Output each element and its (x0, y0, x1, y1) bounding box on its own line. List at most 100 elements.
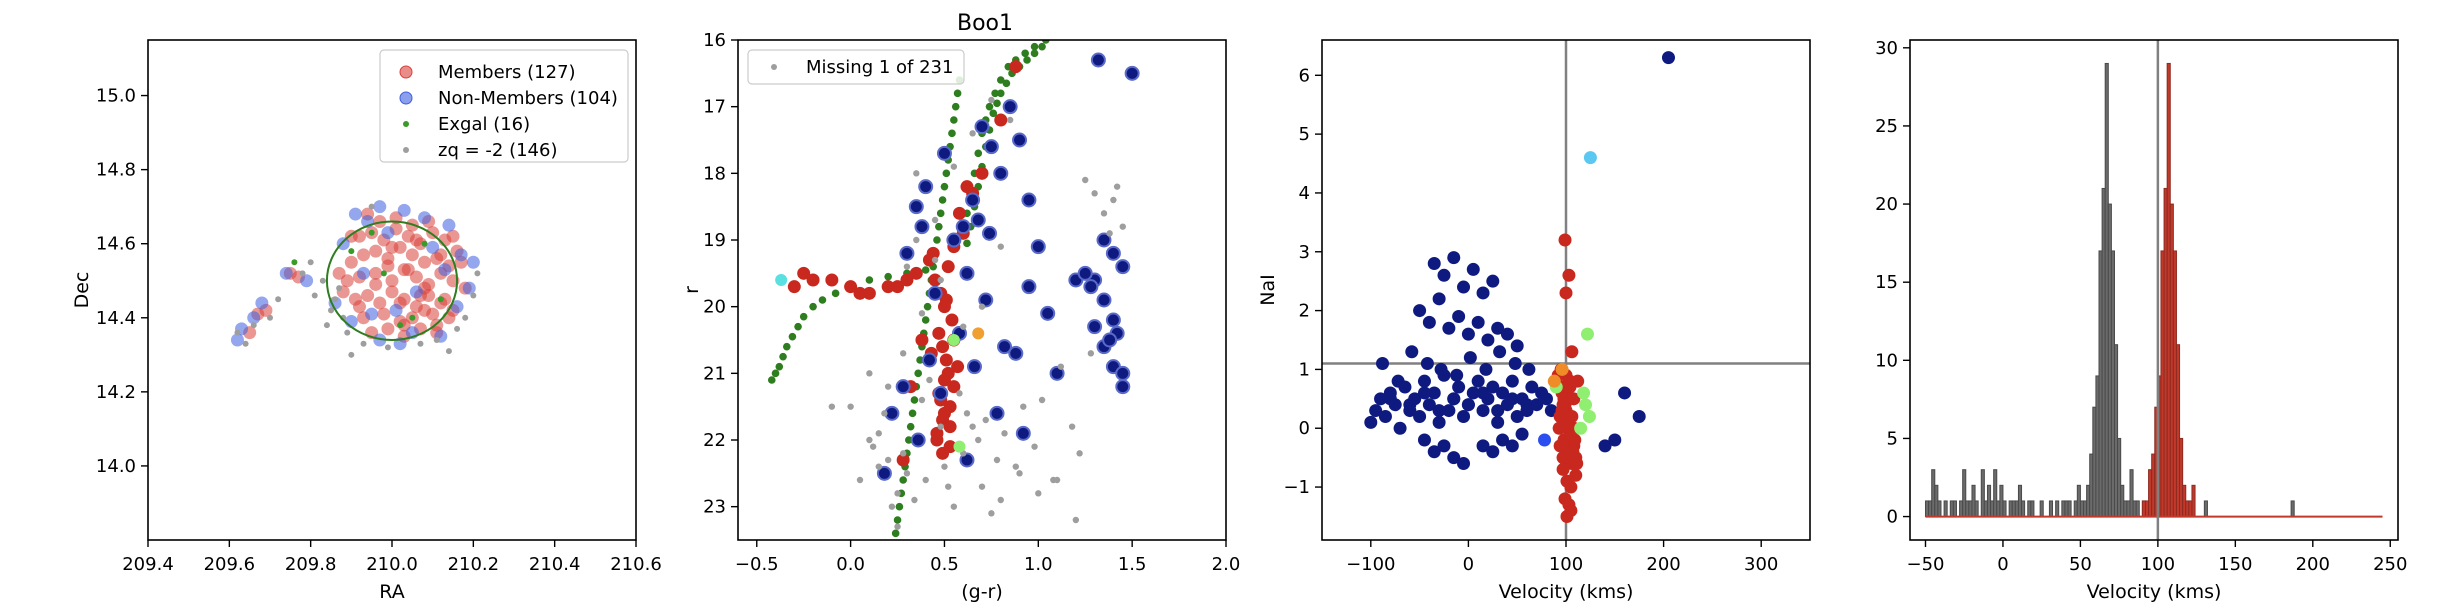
data-point (914, 369, 922, 378)
x-tick-label: 1.0 (1024, 554, 1053, 575)
data-point (847, 403, 854, 410)
data-point (1020, 403, 1027, 410)
data-point (1461, 398, 1475, 412)
data-point (915, 333, 929, 347)
data-point (1508, 357, 1522, 371)
data-point (1538, 433, 1552, 447)
data-point (1556, 462, 1570, 476)
data-point (884, 383, 892, 390)
data-point (950, 163, 958, 170)
data-point (474, 270, 481, 277)
data-point (1102, 332, 1118, 348)
data-point (1452, 309, 1466, 323)
data-point (1417, 386, 1431, 400)
data-point (963, 410, 971, 417)
data-point (1486, 445, 1500, 459)
data-point (937, 373, 951, 387)
data-point (997, 243, 1004, 250)
data-point (1452, 380, 1466, 394)
data-point (960, 323, 967, 330)
x-tick-label: 150 (2218, 554, 2252, 575)
y-tick-label: 30 (1875, 38, 1898, 59)
legend: Missing 1 of 231 (747, 49, 965, 85)
y-tick-label: 5 (1299, 124, 1310, 145)
data-point (1391, 374, 1405, 388)
data-point (1087, 319, 1103, 335)
data-point (931, 256, 939, 264)
data-point (891, 529, 900, 538)
data-point (1463, 351, 1477, 365)
data-point (928, 273, 942, 287)
series-all (1924, 62, 2295, 518)
x-tick-label: 50 (2069, 554, 2092, 575)
data-point (1378, 409, 1392, 423)
data-point (1115, 379, 1131, 395)
data-point (946, 232, 962, 248)
data-point (1481, 333, 1495, 347)
legend-marker (403, 121, 409, 127)
data-point (250, 322, 257, 329)
data-point (1113, 183, 1121, 190)
data-point (1496, 433, 1510, 447)
histogram-bar (2203, 500, 2208, 518)
data-point (1505, 374, 1519, 388)
data-point (913, 170, 920, 177)
x-tick-label: 200 (2296, 554, 2330, 575)
data-point (1562, 268, 1576, 282)
data-point (909, 266, 923, 280)
legend-entry: zq = -2 (146) (438, 140, 557, 161)
data-point (985, 102, 994, 111)
series-orange (972, 327, 985, 340)
data-point (948, 129, 956, 138)
x-axis-label: (g-r) (961, 581, 1003, 603)
histogram-bar (2048, 500, 2054, 518)
data-point (916, 356, 924, 364)
data-point (775, 362, 784, 371)
data-point (783, 342, 791, 351)
data-point (409, 285, 423, 299)
data-point (1457, 409, 1471, 423)
data-point (956, 390, 963, 397)
data-point (1021, 49, 1029, 58)
data-point (1001, 430, 1008, 437)
data-point (893, 516, 902, 524)
data-point (405, 248, 419, 262)
data-point (1450, 368, 1464, 382)
data-point (1505, 439, 1519, 453)
series-members (1551, 233, 1585, 523)
data-point (974, 149, 983, 158)
data-point (940, 182, 949, 191)
data-point (891, 280, 905, 294)
data-point (856, 476, 864, 484)
data-point (994, 113, 1008, 127)
y-axis-label: Dec (71, 272, 93, 309)
data-point (1403, 398, 1417, 412)
data-point (323, 322, 330, 329)
data-point (462, 281, 476, 295)
data-point (899, 350, 907, 357)
data-point (1471, 315, 1485, 329)
data-point (1065, 30, 1073, 38)
data-point (445, 348, 452, 355)
data-point (1547, 374, 1561, 388)
data-point (996, 89, 1005, 98)
data-point (903, 263, 911, 270)
data-point (1437, 268, 1451, 282)
data-point (960, 180, 974, 194)
legend: Members (127) Non-Members (104) Exgal (16)… (379, 49, 629, 163)
y-tick-label: 20 (1875, 194, 1898, 215)
y-tick-label: 21 (703, 363, 726, 384)
data-point (913, 236, 920, 244)
data-point (1515, 427, 1529, 441)
data-point (1110, 196, 1117, 204)
data-point (906, 422, 915, 431)
data-point (853, 286, 867, 300)
data-point (969, 130, 976, 137)
data-point (932, 326, 946, 340)
data-point (997, 339, 1013, 355)
y-tick-label: 0 (1299, 418, 1310, 439)
data-point (828, 403, 836, 410)
data-point (234, 329, 241, 336)
x-tick-label: 100 (1549, 554, 1583, 575)
data-point (881, 280, 895, 294)
